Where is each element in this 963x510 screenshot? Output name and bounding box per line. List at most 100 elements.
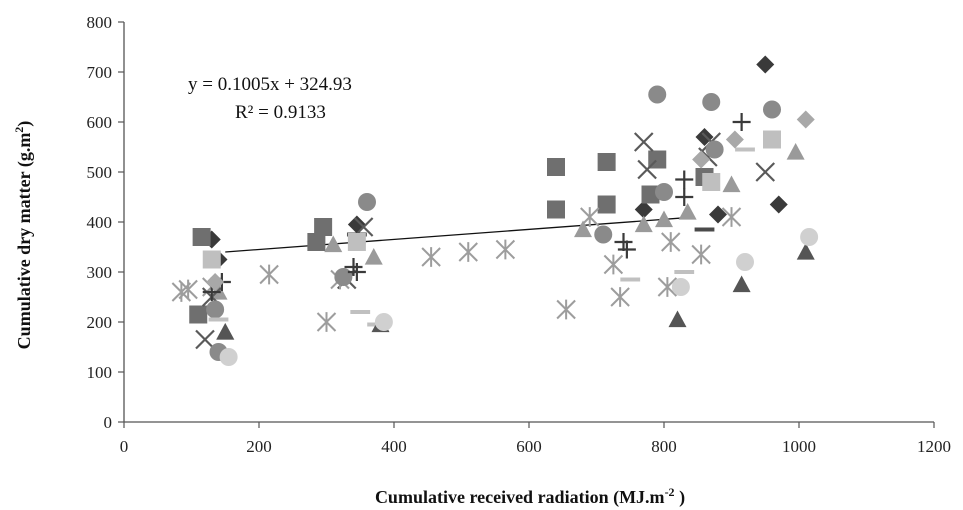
data-point (675, 170, 694, 189)
data-point (574, 220, 592, 238)
data-point (655, 183, 673, 201)
data-point (192, 228, 211, 246)
data-point (633, 132, 654, 152)
x-axis-title: Cumulative received radiation (MJ.m-2 ) (375, 485, 685, 508)
data-point (694, 227, 715, 232)
data-point (675, 188, 694, 206)
data-point (347, 233, 366, 251)
data-point (674, 270, 695, 274)
data-point (178, 279, 198, 300)
data-point (374, 313, 393, 331)
data-point (641, 185, 660, 204)
data-point (735, 147, 755, 152)
data-point (314, 218, 333, 236)
data-point (655, 210, 673, 228)
data-point (547, 200, 565, 219)
data-point (678, 203, 697, 220)
data-point (189, 305, 208, 324)
axes (118, 21, 935, 428)
data-point (547, 158, 565, 176)
data-point (597, 153, 616, 171)
data-point (634, 200, 653, 219)
data-point (603, 254, 624, 275)
data-point (495, 239, 516, 260)
data-point (202, 250, 221, 269)
x-tick-label: 1000 (782, 437, 816, 456)
data-point (556, 299, 576, 320)
y-tick-label: 500 (87, 163, 113, 182)
data-point (763, 130, 781, 149)
data-point (219, 348, 238, 366)
data-point (347, 215, 366, 234)
data-point (195, 329, 215, 350)
trendline-layer (225, 216, 688, 253)
data-point (597, 195, 616, 214)
r-squared-label: R² = 0.9133 (235, 102, 326, 123)
data-point (702, 173, 721, 191)
data-point (796, 110, 815, 129)
data-point (725, 130, 744, 149)
x-tick-label: 800 (651, 437, 677, 456)
y-tick-label: 100 (87, 363, 113, 382)
data-point (671, 278, 690, 296)
data-point (594, 225, 613, 244)
y-tick-label: 400 (87, 213, 113, 232)
data-point (617, 240, 636, 259)
data-point (259, 264, 279, 285)
x-tick-label: 200 (246, 437, 272, 456)
data-point (736, 253, 754, 271)
data-point (705, 140, 724, 159)
data-point (620, 277, 641, 282)
x-tick-label: 600 (516, 437, 542, 456)
data-point (721, 207, 742, 227)
data-point (769, 195, 788, 214)
data-point (755, 162, 776, 182)
data-point (307, 233, 326, 251)
y-tick-label: 600 (87, 113, 113, 132)
y-tick-label: 200 (87, 313, 113, 332)
data-point (709, 205, 727, 224)
x-tick-label: 1200 (917, 437, 951, 456)
data-point (668, 310, 687, 328)
trendline (225, 216, 688, 253)
data-point (610, 287, 630, 307)
y-tick-labels: 0 100 200 300 400 500 600 700 800 (87, 13, 113, 432)
data-point (702, 93, 721, 111)
data-point (800, 228, 819, 246)
trendline-equation: y = 0.1005x + 324.93 (188, 74, 352, 95)
data-point (634, 215, 653, 233)
data-point (691, 244, 711, 265)
data-point (347, 263, 366, 281)
data-point (421, 247, 441, 267)
data-point (316, 312, 337, 332)
data-point (364, 248, 383, 265)
data-point (358, 193, 376, 211)
data-point (732, 275, 751, 293)
y-axis-title: Cumulative dry matter (g.m2) (12, 121, 35, 350)
data-point (334, 268, 353, 286)
y-tick-label: 700 (87, 63, 113, 82)
data-point (324, 235, 343, 253)
data-point (580, 207, 600, 227)
data-point (796, 243, 815, 260)
data-point (216, 323, 235, 340)
data-point (614, 233, 633, 251)
data-point (648, 85, 667, 104)
data-point (206, 273, 225, 291)
y-tick-label: 0 (104, 413, 113, 432)
data-point (206, 300, 225, 319)
x-tick-label: 0 (120, 437, 129, 456)
data-point (732, 113, 751, 131)
y-tick-label: 800 (87, 13, 113, 32)
data-point (722, 175, 741, 193)
data-point (661, 232, 681, 252)
x-tick-labels: 0 200 400 600 800 1000 1200 (120, 437, 951, 456)
data-point (756, 55, 775, 74)
data-point (763, 100, 781, 119)
data-point (208, 317, 229, 322)
data-point (458, 242, 478, 262)
data-points (171, 55, 819, 366)
data-point (786, 143, 805, 160)
y-tick-label: 300 (87, 263, 113, 282)
